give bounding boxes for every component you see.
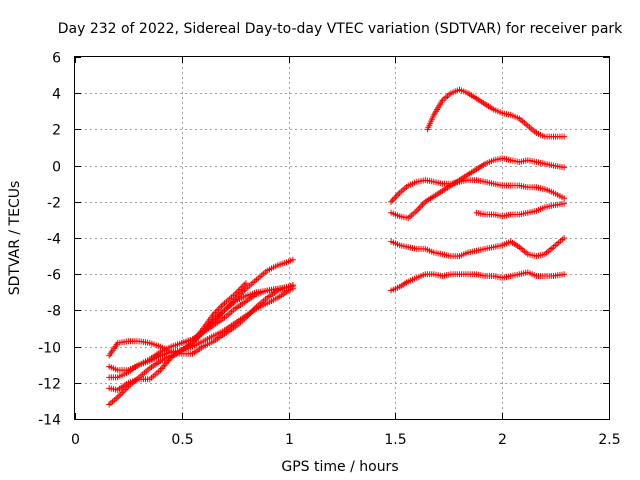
x-tick-label: 2.5 bbox=[598, 432, 620, 448]
y-tick-label: 4 bbox=[52, 87, 61, 103]
data-point-marker bbox=[416, 204, 423, 211]
data-point-marker bbox=[418, 203, 424, 210]
data-series bbox=[388, 177, 568, 205]
x-tick-label: 2 bbox=[498, 432, 507, 448]
y-tick-label: -8 bbox=[47, 304, 61, 320]
data-series bbox=[424, 86, 568, 140]
data-point-marker bbox=[395, 191, 402, 198]
data-point-marker bbox=[561, 195, 568, 202]
data-series bbox=[106, 282, 296, 359]
data-point-marker bbox=[561, 133, 568, 140]
data-point-marker bbox=[561, 200, 568, 207]
chart-title: Day 232 of 2022, Sidereal Day-to-day VTE… bbox=[58, 21, 623, 37]
data-point-marker bbox=[388, 198, 395, 205]
data-series bbox=[388, 235, 568, 260]
grid bbox=[75, 57, 609, 419]
y-tick-label: -6 bbox=[47, 268, 61, 284]
y-tick-label: -14 bbox=[38, 413, 61, 429]
data-layer bbox=[106, 86, 568, 408]
x-tick-label: 0.5 bbox=[171, 432, 193, 448]
data-point-marker bbox=[561, 271, 568, 278]
data-series bbox=[178, 256, 296, 346]
data-point-marker bbox=[415, 206, 422, 213]
x-axis-label: GPS time / hours bbox=[281, 459, 398, 475]
data-series bbox=[388, 269, 568, 294]
data-point-marker bbox=[289, 256, 296, 263]
data-point-marker bbox=[561, 164, 568, 171]
y-tick-label: 2 bbox=[52, 123, 61, 139]
data-point-marker bbox=[289, 283, 296, 290]
y-tick-label: 6 bbox=[52, 51, 61, 67]
data-point-marker bbox=[561, 235, 568, 241]
x-tick-label: 0 bbox=[71, 432, 80, 448]
plot-frame bbox=[74, 56, 610, 420]
y-tick-label: -10 bbox=[38, 341, 61, 357]
x-tick-label: 1.5 bbox=[384, 432, 406, 448]
data-series bbox=[106, 285, 296, 381]
data-point-marker bbox=[392, 194, 399, 201]
data-point-marker bbox=[391, 195, 397, 202]
data-series bbox=[473, 200, 568, 220]
y-tick-label: -12 bbox=[38, 377, 61, 393]
y-tick-label: -4 bbox=[47, 232, 61, 248]
y-tick-label: 0 bbox=[52, 160, 61, 176]
data-point-marker bbox=[393, 192, 400, 199]
y-axis-label: SDTVAR / TECUs bbox=[7, 181, 23, 296]
y-tick-label: -2 bbox=[47, 196, 61, 212]
tick-layer: 0 0.5 1 1.5 2 2.5 -14 -12 -10 -8 -6 -4 -2 0 2 4 6 bbox=[38, 51, 621, 449]
data-series bbox=[388, 155, 568, 222]
x-tick-label: 1 bbox=[285, 432, 294, 448]
data-point-marker bbox=[242, 280, 249, 287]
